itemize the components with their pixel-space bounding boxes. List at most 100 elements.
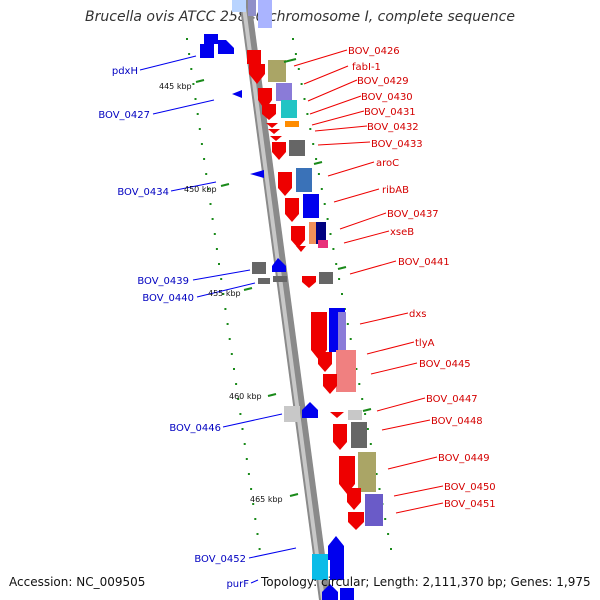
- gene-block-bov-0447: [348, 410, 362, 420]
- gene-label-purf[interactable]: purF: [226, 579, 249, 590]
- gene-label-bov-0452[interactable]: BOV_0452: [194, 554, 246, 565]
- track-dot: [226, 323, 229, 325]
- gene-label-bov-0434[interactable]: BOV_0434: [117, 187, 169, 198]
- gene-label-bov-0449[interactable]: BOV_0449: [438, 453, 490, 464]
- gene-label-bov-0446[interactable]: BOV_0446: [169, 423, 221, 434]
- reverse-gene-features: [200, 0, 354, 600]
- track-dot: [332, 248, 335, 250]
- track-dot: [390, 548, 392, 550]
- gene-block-bov-0448: [351, 422, 367, 448]
- gene-block-pdxh: [200, 44, 214, 58]
- track-dot: [228, 338, 231, 340]
- track-dot: [222, 293, 225, 295]
- track-dot: [309, 128, 312, 130]
- gene-label-fabi-1[interactable]: fabI-1: [352, 62, 381, 73]
- gene-block-top-dark: [248, 0, 256, 16]
- forward-gene-features: [247, 50, 383, 530]
- gene-label-bov-0440[interactable]: BOV_0440: [142, 293, 194, 304]
- gene-block-bov-0431: [285, 121, 299, 127]
- gene-label-bov-0445[interactable]: BOV_0445: [419, 359, 471, 370]
- gene-label-bov-0447[interactable]: BOV_0447: [426, 394, 478, 405]
- gene-arrow-xseb: [296, 246, 306, 252]
- gene-arrow-bov-0450: [347, 488, 361, 510]
- track-dot: [297, 68, 300, 70]
- track-dot: [258, 548, 261, 550]
- gene-label-bov-0437[interactable]: BOV_0437: [387, 209, 439, 220]
- forward-gene-labels: BOV_0426 fabI-1 BOV_0429 BOV_0430 BOV_04…: [348, 46, 496, 510]
- track-dot: [346, 323, 349, 325]
- gene-label-xseb[interactable]: xseB: [390, 227, 414, 238]
- track-dot: [366, 428, 369, 430]
- track-dot: [194, 98, 197, 100]
- map-title: Brucella ovis ATCC 25840 chromosome I, c…: [85, 9, 515, 25]
- gene-block-top-cyan: [232, 0, 246, 12]
- gene-label-bov-0427[interactable]: BOV_0427: [98, 110, 150, 121]
- track-dot: [250, 488, 253, 490]
- track-dot: [247, 473, 250, 475]
- gene-block-bov-0441: [319, 272, 333, 284]
- gene-arrow-purf: [322, 584, 338, 600]
- gene-arrow-bov-0432c: [270, 136, 282, 141]
- track-dot: [292, 38, 294, 40]
- gene-arrow-bov-0434: [250, 170, 264, 178]
- gene-label-bov-0430[interactable]: BOV_0430: [361, 92, 413, 103]
- gene-label-ribab[interactable]: ribAB: [382, 185, 409, 196]
- gene-block-bov-0450: [365, 494, 383, 526]
- gene-label-pdxh[interactable]: pdxH: [112, 66, 138, 77]
- track-dot: [245, 458, 248, 460]
- scale-label-455: 455 kbp: [208, 289, 241, 298]
- scale-label-460: 460 kbp: [229, 392, 262, 401]
- gene-block-ribab: [303, 194, 319, 218]
- gene-arrow-bov-0447: [330, 412, 344, 418]
- gene-label-bov-0426[interactable]: BOV_0426: [348, 46, 400, 57]
- gene-arrow-aroc: [278, 172, 292, 196]
- gene-arrow-dxs: [311, 312, 327, 360]
- track-dot: [190, 68, 193, 70]
- gene-arrow-bov-0446: [302, 402, 318, 418]
- track-dot: [355, 368, 358, 370]
- gene-label-bov-0441[interactable]: BOV_0441: [398, 257, 450, 268]
- track-dot: [237, 398, 240, 400]
- track-dot: [252, 503, 255, 505]
- track-dot: [186, 38, 188, 40]
- track-dot: [364, 413, 367, 415]
- gene-label-aroc[interactable]: aroC: [376, 158, 399, 169]
- gene-label-bov-0448[interactable]: BOV_0448: [431, 416, 483, 427]
- gene-label-bov-0450[interactable]: BOV_0450: [444, 482, 496, 493]
- gene-arrow-bov-0451: [348, 512, 364, 530]
- track-dot: [303, 98, 306, 100]
- gene-arrow-bov-0433: [272, 142, 286, 160]
- track-dot: [233, 368, 235, 370]
- gene-block-bov-0426: [247, 50, 261, 64]
- gene-block-dxs-overlay: [338, 312, 346, 352]
- gene-arrow-bov-0430: [262, 104, 276, 120]
- track-dot: [349, 338, 352, 340]
- gene-block-xseb: [316, 222, 326, 244]
- gene-label-bov-0433[interactable]: BOV_0433: [371, 139, 423, 150]
- gene-label-dxs[interactable]: dxs: [409, 309, 426, 320]
- track-dot: [220, 278, 223, 280]
- gene-label-bov-0451[interactable]: BOV_0451: [444, 499, 496, 510]
- gene-label-tlya[interactable]: tlyA: [415, 338, 435, 349]
- gene-block-bov-0439: [252, 262, 266, 274]
- reverse-gene-labels: pdxH BOV_0427 BOV_0434 BOV_0439 BOV_0440…: [98, 66, 249, 590]
- track-dot: [341, 293, 343, 295]
- gene-label-bov-0439[interactable]: BOV_0439: [137, 276, 189, 287]
- gene-arrow-bov-0427: [232, 90, 242, 98]
- track-dot: [188, 53, 191, 55]
- gene-arrow-bov-0448: [333, 424, 347, 450]
- track-dot: [256, 533, 259, 535]
- gene-arrow-bov-0437: [291, 226, 305, 248]
- gene-label-bov-0432[interactable]: BOV_0432: [367, 122, 419, 133]
- gene-block-xseb-tail: [318, 240, 328, 248]
- track-dot: [205, 173, 208, 175]
- track-dot: [239, 413, 242, 415]
- track-dot: [317, 173, 320, 175]
- gene-block-bov-0452: [312, 554, 328, 580]
- track-dot: [209, 203, 212, 205]
- track-dot: [375, 473, 378, 475]
- gene-label-bov-0431[interactable]: BOV_0431: [364, 107, 416, 118]
- gene-label-bov-0429[interactable]: BOV_0429: [357, 76, 409, 87]
- track-dot: [335, 263, 338, 265]
